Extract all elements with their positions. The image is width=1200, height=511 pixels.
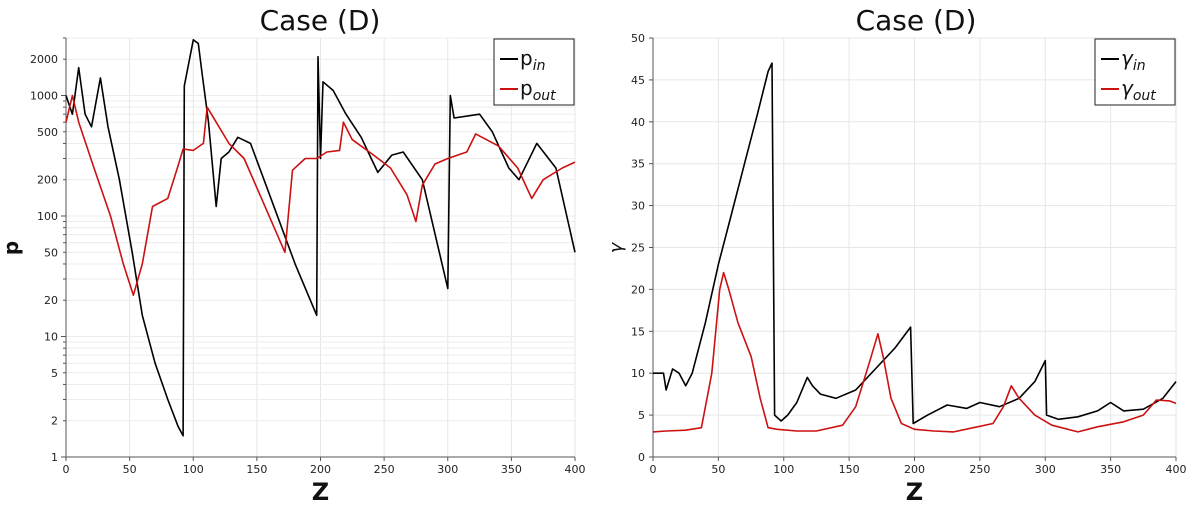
y-tick-label: 10: [631, 367, 645, 380]
x-tick-label: 250: [374, 463, 395, 476]
y-tick-label: 40: [631, 116, 645, 129]
y-tick-label: 5: [51, 367, 58, 380]
legend-label-out: γout: [1121, 76, 1156, 104]
x-tick-label: 350: [501, 463, 522, 476]
y-tick-label: 30: [631, 200, 645, 213]
x-axis-label: Z: [906, 478, 923, 506]
y-tick-label: 2000: [30, 53, 58, 66]
y-tick-label: 0: [638, 451, 645, 464]
x-tick-label: 200: [310, 463, 331, 476]
y-tick-label: 1000: [30, 89, 58, 102]
series-line-out: [652, 271, 1177, 433]
x-tick-label: 0: [650, 463, 657, 476]
x-tick-label: 250: [969, 463, 990, 476]
legend-label-in: γin: [1121, 46, 1146, 74]
y-tick-label: 50: [631, 32, 645, 45]
legend-label-in: pin: [520, 46, 545, 74]
series-line-in: [65, 39, 576, 437]
x-tick-label: 200: [904, 463, 925, 476]
y-tick-label: 20: [44, 294, 58, 307]
x-tick-label: 300: [1035, 463, 1056, 476]
x-tick-label: 150: [246, 463, 267, 476]
x-tick-label: 50: [711, 463, 725, 476]
y-tick-label: 1: [51, 451, 58, 464]
y-tick-label: 50: [44, 246, 58, 259]
legend-box: [1094, 38, 1176, 106]
y-tick-label: 45: [631, 74, 645, 87]
x-tick-label: 50: [123, 463, 137, 476]
x-tick-label: 100: [183, 463, 204, 476]
y-tick-label: 5: [638, 409, 645, 422]
series-line-out: [65, 94, 576, 296]
y-tick-label: 200: [37, 174, 58, 187]
series-line-in: [653, 62, 1177, 425]
y-tick-label: 500: [37, 126, 58, 139]
legend-box: [493, 38, 575, 106]
y-tick-label: 100: [37, 210, 58, 223]
y-tick-label: 2: [51, 415, 58, 428]
legend-label-out: pout: [520, 76, 556, 104]
x-tick-label: 0: [63, 463, 70, 476]
x-tick-label: 400: [1166, 463, 1187, 476]
y-tick-label: 25: [631, 242, 645, 255]
chart-title: Case (D): [260, 4, 381, 37]
y-tick-label: 10: [44, 330, 58, 343]
y-tick-label: 15: [631, 325, 645, 338]
x-tick-label: 150: [839, 463, 860, 476]
x-tick-label: 100: [773, 463, 794, 476]
chart-title: Case (D): [856, 4, 977, 37]
x-tick-label: 350: [1100, 463, 1121, 476]
y-axis-label: p: [0, 241, 23, 255]
x-tick-label: 400: [565, 463, 586, 476]
y-axis-label: γ: [606, 241, 627, 253]
y-tick-label: 20: [631, 283, 645, 296]
x-axis-label: Z: [312, 478, 329, 506]
y-tick-label: 35: [631, 158, 645, 171]
x-tick-label: 300: [437, 463, 458, 476]
